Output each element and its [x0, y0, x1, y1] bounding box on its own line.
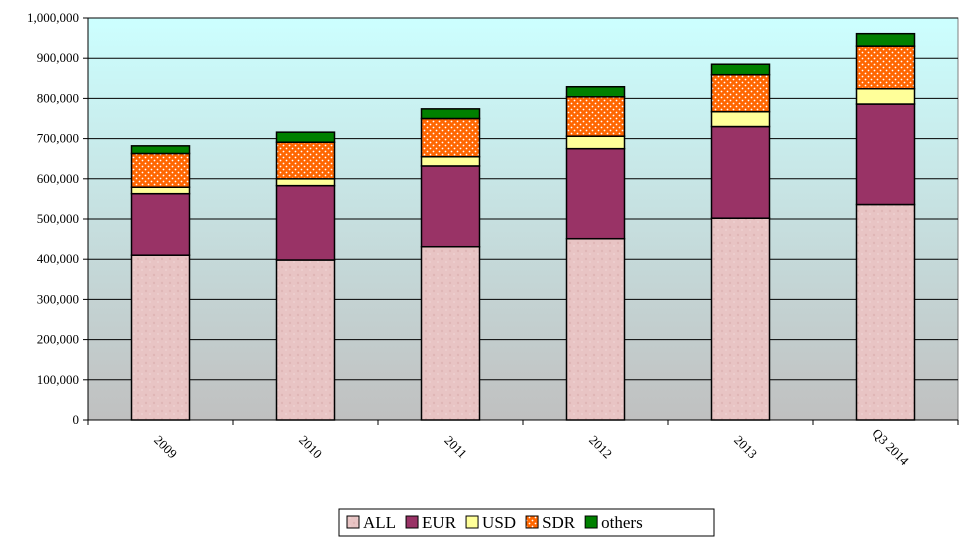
y-tick-label: 200,000 [37, 332, 79, 347]
bar-segment-usd [420, 155, 481, 167]
y-tick-label: 900,000 [37, 50, 79, 65]
y-tick-label: 700,000 [37, 131, 79, 146]
bar-segment-usd [565, 135, 626, 150]
bar-segment-others [855, 32, 916, 47]
x-tick-label: 2012 [586, 432, 615, 461]
bar-segment-others [130, 145, 191, 155]
bar-segment-others [420, 108, 481, 120]
legend-swatch [405, 515, 419, 529]
bar-segment-all [855, 203, 916, 421]
bar-segment-all [565, 237, 626, 421]
bar-segment-sdr [855, 45, 916, 90]
legend-item-others: others [584, 513, 643, 532]
bar-segment-sdr [420, 117, 481, 158]
bar-segment-usd [855, 88, 916, 105]
x-tick-label: 2010 [296, 432, 325, 461]
bar-segment-others [275, 131, 336, 143]
bar-segment-sdr [565, 96, 626, 137]
y-tick-label: 1,000,000 [27, 10, 79, 25]
bar-segment-sdr [710, 73, 771, 113]
legend-item-eur: EUR [405, 513, 457, 532]
bar-segment-usd [130, 186, 191, 195]
bar-segment-eur [420, 165, 481, 248]
x-tick-label: 2011 [441, 432, 470, 461]
bar-segment-others [565, 85, 626, 98]
legend-label: ALL [363, 513, 396, 532]
y-tick-label: 400,000 [37, 251, 79, 266]
legend-label: SDR [542, 513, 576, 532]
y-tick-label: 300,000 [37, 291, 79, 306]
bar-segment-eur [130, 192, 191, 256]
bar-segment-all [420, 245, 481, 421]
bar-stack-2011 [420, 108, 481, 421]
legend-swatch [465, 515, 479, 529]
bar-segment-usd [710, 110, 771, 128]
bar-segment-all [275, 259, 336, 421]
bars [130, 32, 916, 421]
y-tick-label: 0 [73, 412, 80, 427]
legend: ALL EUR USD SDR others [338, 508, 715, 537]
legend-item-sdr: SDR [525, 513, 576, 532]
bar-segment-others [710, 63, 771, 76]
bar-segment-eur [275, 184, 336, 261]
gridlines [88, 17, 958, 381]
legend-swatch [346, 515, 360, 529]
legend-label: EUR [422, 513, 457, 532]
bar-segment-sdr [275, 141, 336, 180]
y-tick-label: 500,000 [37, 211, 79, 226]
bar-segment-all [710, 217, 771, 421]
legend-label: USD [482, 513, 516, 532]
legend-swatch [525, 515, 539, 529]
x-tick-label: 2013 [731, 432, 760, 461]
x-tick-label: Q3 2014 [869, 426, 912, 469]
y-tick-label: 800,000 [37, 90, 79, 105]
bar-segment-eur [855, 103, 916, 206]
legend-item-all: ALL [346, 513, 396, 532]
bar-stack-2012 [565, 85, 626, 421]
legend-label: others [601, 513, 643, 532]
bar-stack-2010 [275, 131, 336, 421]
y-tick-label: 600,000 [37, 171, 79, 186]
bar-stack-q3-2014 [855, 32, 916, 421]
bar-segment-usd [275, 178, 336, 187]
x-tick-label: 2009 [151, 432, 180, 461]
bar-segment-sdr [130, 152, 191, 188]
bar-segment-eur [710, 125, 771, 219]
bar-segment-eur [565, 147, 626, 240]
legend-item-usd: USD [465, 513, 516, 532]
bar-stack-2013 [710, 63, 771, 421]
legend-swatch [584, 515, 598, 529]
bar-segment-all [130, 254, 191, 421]
y-tick-label: 100,000 [37, 372, 79, 387]
bar-stack-2009 [130, 145, 191, 421]
